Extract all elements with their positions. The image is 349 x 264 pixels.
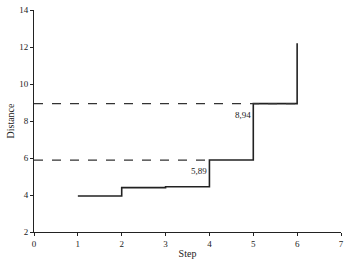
svg-text:1: 1: [76, 239, 81, 249]
svg-text:7: 7: [339, 239, 344, 249]
svg-text:12: 12: [19, 42, 28, 52]
svg-text:4: 4: [24, 190, 29, 200]
svg-text:2: 2: [24, 227, 29, 237]
svg-text:8,94: 8,94: [235, 110, 251, 120]
svg-text:8: 8: [24, 116, 29, 126]
svg-text:5: 5: [251, 239, 256, 249]
svg-text:10: 10: [19, 79, 29, 89]
svg-text:14: 14: [19, 5, 29, 15]
svg-text:6: 6: [295, 239, 300, 249]
svg-text:6: 6: [24, 153, 29, 163]
svg-text:5,89: 5,89: [191, 166, 207, 176]
svg-text:Step: Step: [179, 248, 197, 259]
svg-text:0: 0: [32, 239, 37, 249]
svg-text:2: 2: [119, 239, 124, 249]
svg-text:3: 3: [163, 239, 168, 249]
svg-text:4: 4: [207, 239, 212, 249]
svg-text:Distance: Distance: [5, 103, 16, 139]
